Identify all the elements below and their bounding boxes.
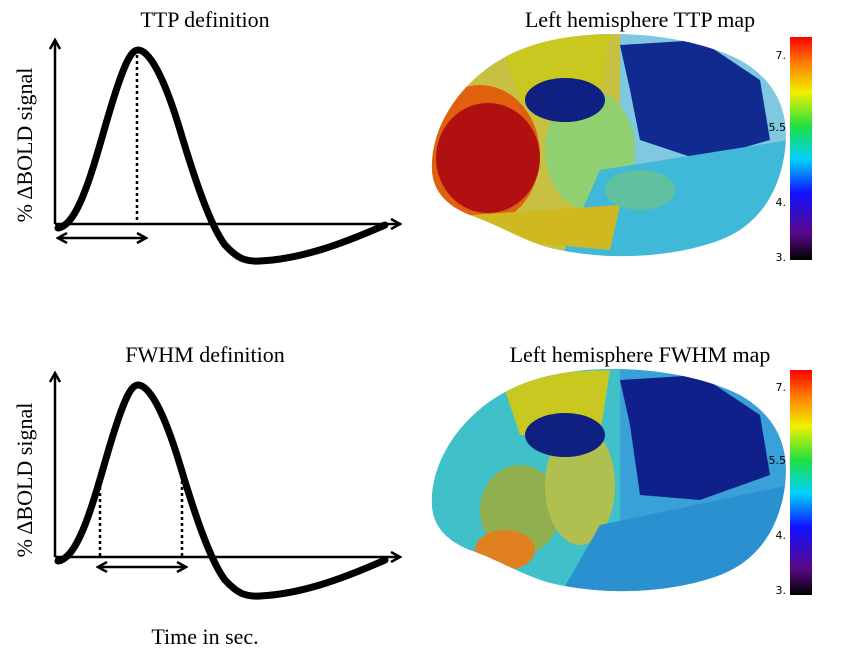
colorbar-label: 3. [776, 251, 787, 264]
y-label: % ΔBOLD signal [12, 403, 37, 558]
colorbar [790, 370, 812, 595]
brain-surface [431, 33, 786, 257]
y-label: % ΔBOLD signal [12, 68, 37, 223]
colorbar-label: 3. [776, 584, 787, 597]
map-title: Left hemisphere TTP map [525, 7, 755, 32]
colorbar-label: 5.5 [769, 121, 787, 134]
colorbar-label: 7. [776, 381, 787, 394]
x-label: Time in sec. [151, 624, 258, 649]
colorbar-label: 7. [776, 49, 787, 62]
fwhm-diagram: FWHM definition % ΔBOLD signal Time in s… [12, 342, 400, 649]
colorbar-label: 4. [776, 196, 787, 209]
panel-title: FWHM definition [125, 342, 285, 367]
panel-title: TTP definition [140, 7, 269, 32]
hrf-curve [54, 381, 389, 600]
map-title: Left hemisphere FWHM map [510, 342, 771, 367]
brain-surface [431, 368, 786, 592]
colorbar [790, 37, 812, 260]
colorbar-label: 4. [776, 529, 787, 542]
ttp-map: Left hemisphere TTP map 7. 5.5 4. 3. [431, 7, 812, 264]
hrf-curve [54, 46, 389, 265]
colorbar-label: 5.5 [769, 454, 787, 467]
fwhm-map: Left hemisphere FWHM map 7. 5.5 4. 3. [431, 342, 812, 597]
ttp-diagram: TTP definition % ΔBOLD signal [12, 7, 400, 265]
